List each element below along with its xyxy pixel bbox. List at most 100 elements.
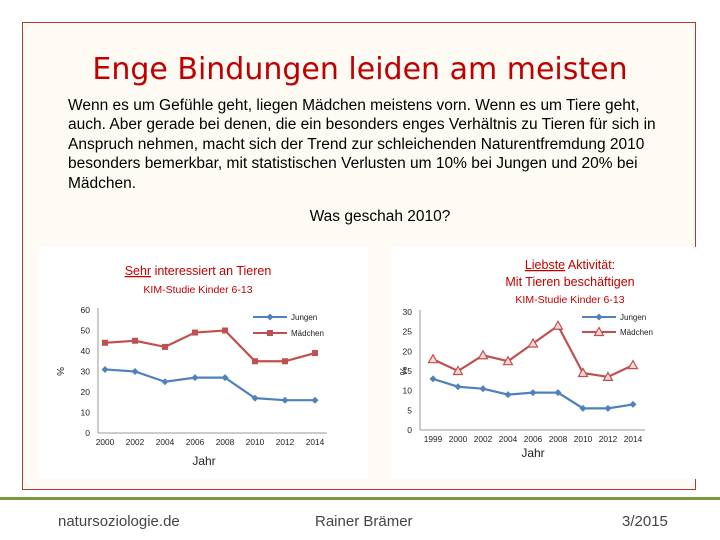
x-tick-label: 2014 xyxy=(624,434,643,444)
series-jungen xyxy=(101,365,319,404)
x-tick-label: 2010 xyxy=(246,437,265,447)
data-point xyxy=(577,367,589,378)
series-mädchen xyxy=(427,320,639,381)
slide-title: Enge Bindungen leiden am meisten xyxy=(92,52,628,87)
legend-item-mädchen: Mädchen xyxy=(253,329,324,338)
legend-swatch-marker xyxy=(267,330,273,336)
data-point xyxy=(429,375,437,383)
y-tick-label: 30 xyxy=(403,307,413,317)
y-tick-label: 0 xyxy=(407,425,412,435)
slide-paragraph: Wenn es um Gefühle geht, liegen Mädchen … xyxy=(68,97,656,192)
data-point xyxy=(131,368,139,375)
y-tick-label: 50 xyxy=(81,326,91,336)
data-point xyxy=(527,337,539,348)
legend-label: Jungen xyxy=(291,313,317,322)
x-tick-label: 2008 xyxy=(216,437,235,447)
legend-item-jungen: Jungen xyxy=(582,313,646,322)
data-point xyxy=(504,391,512,399)
data-point xyxy=(252,358,258,365)
data-point xyxy=(162,343,168,350)
x-tick-label: 2000 xyxy=(449,434,468,444)
chart-subtitle: KIM-Studie Kinder 6-13 xyxy=(143,284,252,296)
series-mädchen xyxy=(102,327,318,365)
y-tick-label: 5 xyxy=(407,405,412,415)
data-point xyxy=(161,378,169,386)
y-tick-label: 10 xyxy=(403,386,413,396)
x-tick-label: 2010 xyxy=(574,434,593,444)
data-point xyxy=(529,389,537,397)
data-point xyxy=(132,337,138,344)
data-point xyxy=(554,389,562,397)
data-point xyxy=(311,396,319,404)
footer-website: natursoziologie.de xyxy=(58,513,180,530)
legend-item-jungen: Jungen xyxy=(253,313,317,322)
data-point xyxy=(251,394,259,402)
x-tick-label: 2012 xyxy=(276,437,295,447)
chart-liebste-aktivitaet: Liebste Aktivität: Mit Tieren beschäftige… xyxy=(390,247,696,479)
chart-sehr-interessiert-svg: Sehr interessiert an Tieren KIM-Studie Ki… xyxy=(54,264,327,468)
legend-item-mädchen: Mädchen xyxy=(582,326,653,337)
data-point xyxy=(552,320,564,330)
data-point xyxy=(427,353,439,364)
chart-sehr-interessiert: Sehr interessiert an Tieren KIM-Studie Ki… xyxy=(38,247,368,479)
x-axis-label: Jahr xyxy=(521,446,544,460)
data-point xyxy=(221,374,229,382)
data-point xyxy=(502,355,514,366)
x-tick-label: 2000 xyxy=(96,437,115,447)
legend-swatch-marker xyxy=(593,326,605,337)
data-point xyxy=(312,350,318,357)
x-tick-label: 2004 xyxy=(156,437,175,447)
y-tick-label: 20 xyxy=(81,387,91,397)
chart-title-rest: interessiert an Tieren xyxy=(151,264,271,278)
legend-label: Jungen xyxy=(620,313,646,322)
x-tick-label: 2002 xyxy=(474,434,493,444)
chart-title: Sehr interessiert an Tieren xyxy=(125,264,272,278)
x-tick-label: 2004 xyxy=(499,434,518,444)
data-point xyxy=(479,385,487,393)
footer-divider xyxy=(0,497,720,500)
x-tick-label: 1999 xyxy=(424,434,443,444)
y-tick-label: 15 xyxy=(403,366,413,376)
series-line xyxy=(104,368,315,402)
legend-label: Mädchen xyxy=(620,328,653,337)
chart-liebste-aktivitaet-svg: Liebste Aktivität: Mit Tieren beschäftige… xyxy=(397,258,653,460)
chart-title: Liebste Aktivität: xyxy=(525,258,615,272)
x-tick-label: 2006 xyxy=(524,434,543,444)
x-tick-label: 2012 xyxy=(599,434,618,444)
data-point xyxy=(452,365,464,376)
chart-title-line2: Mit Tieren beschäftigen xyxy=(505,275,634,289)
series-jungen xyxy=(429,375,637,412)
y-axis-label: % xyxy=(54,367,65,376)
y-tick-label: 25 xyxy=(403,327,413,337)
data-point xyxy=(101,365,109,373)
y-tick-label: 60 xyxy=(81,305,91,315)
x-tick-label: 2008 xyxy=(549,434,568,444)
data-point xyxy=(102,339,108,346)
slide-question: Was geschah 2010? xyxy=(309,208,451,225)
chart-title-underlined: Liebste xyxy=(525,258,565,272)
y-tick-label: 20 xyxy=(403,346,413,356)
x-axis-label: Jahr xyxy=(192,454,215,468)
data-point xyxy=(282,358,288,365)
footer-author: Rainer Brämer xyxy=(315,513,413,530)
data-point xyxy=(579,404,587,412)
data-point xyxy=(192,329,198,336)
data-point xyxy=(222,327,228,334)
x-tick-label: 2014 xyxy=(306,437,325,447)
data-point xyxy=(281,396,289,404)
footer-date: 3/2015 xyxy=(622,513,668,530)
y-tick-label: 30 xyxy=(81,367,91,377)
data-point xyxy=(477,349,489,360)
data-point xyxy=(602,371,614,381)
legend-swatch-marker xyxy=(595,313,603,321)
data-point xyxy=(191,374,199,382)
y-tick-label: 40 xyxy=(81,346,91,356)
x-tick-label: 2006 xyxy=(186,437,205,447)
chart-subtitle: KIM-Studie Kinder 6-13 xyxy=(515,294,624,306)
data-point xyxy=(454,383,462,391)
data-point xyxy=(604,404,612,412)
legend-label: Mädchen xyxy=(291,329,324,338)
data-point xyxy=(629,400,637,408)
y-tick-label: 10 xyxy=(81,408,91,418)
legend-swatch-marker xyxy=(266,313,274,321)
